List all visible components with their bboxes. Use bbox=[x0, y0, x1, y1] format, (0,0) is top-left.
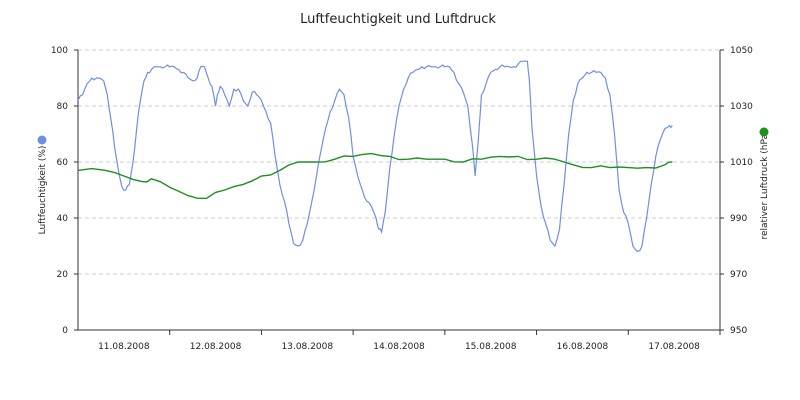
y-left-tick-label: 40 bbox=[57, 214, 69, 224]
y-right-tick-label: 1010 bbox=[730, 158, 753, 168]
y-right-tick-label: 1030 bbox=[730, 102, 753, 112]
y-left-ticks: 0 20 40 60 80 100 bbox=[51, 46, 78, 336]
y-right-tick-label: 1050 bbox=[730, 46, 753, 56]
series-humidity-line bbox=[77, 60, 673, 253]
series-pressure-line bbox=[77, 152, 673, 200]
x-tick-label: 17.08.2008 bbox=[648, 342, 700, 352]
x-tick-label: 16.08.2008 bbox=[557, 342, 609, 352]
y-right-label: relativer Luftdruck (hPa) bbox=[760, 130, 770, 239]
y-right-ticks: 950 970 990 1010 1030 1050 bbox=[720, 46, 753, 336]
y-left-label: Luftfeuchtigkeit (%) bbox=[38, 146, 48, 235]
x-tick-label: 14.08.2008 bbox=[373, 342, 425, 352]
y-left-tick-label: 80 bbox=[57, 102, 69, 112]
chart-title: Luftfeuchtigkeit und Luftdruck bbox=[300, 12, 496, 27]
y-right-tick-label: 990 bbox=[730, 214, 747, 224]
y-left-tick-label: 0 bbox=[62, 326, 68, 336]
x-tick-label: 12.08.2008 bbox=[190, 342, 242, 352]
y-left-tick-label: 100 bbox=[51, 46, 68, 56]
x-ticks: 11.08.2008 12.08.2008 13.08.2008 14.08.2008… bbox=[98, 330, 721, 352]
y-left-tick-label: 20 bbox=[57, 270, 69, 280]
x-tick-label: 15.08.2008 bbox=[465, 342, 517, 352]
y-left-tick-label: 60 bbox=[57, 158, 69, 168]
y-right-tick-label: 970 bbox=[730, 270, 747, 280]
y-right-tick-label: 950 bbox=[730, 326, 747, 336]
x-tick-label: 13.08.2008 bbox=[282, 342, 334, 352]
y-right-series-icon bbox=[759, 127, 769, 137]
x-tick-label: 11.08.2008 bbox=[98, 342, 150, 352]
grid bbox=[78, 49, 720, 275]
y-left-series-icon bbox=[37, 135, 47, 145]
